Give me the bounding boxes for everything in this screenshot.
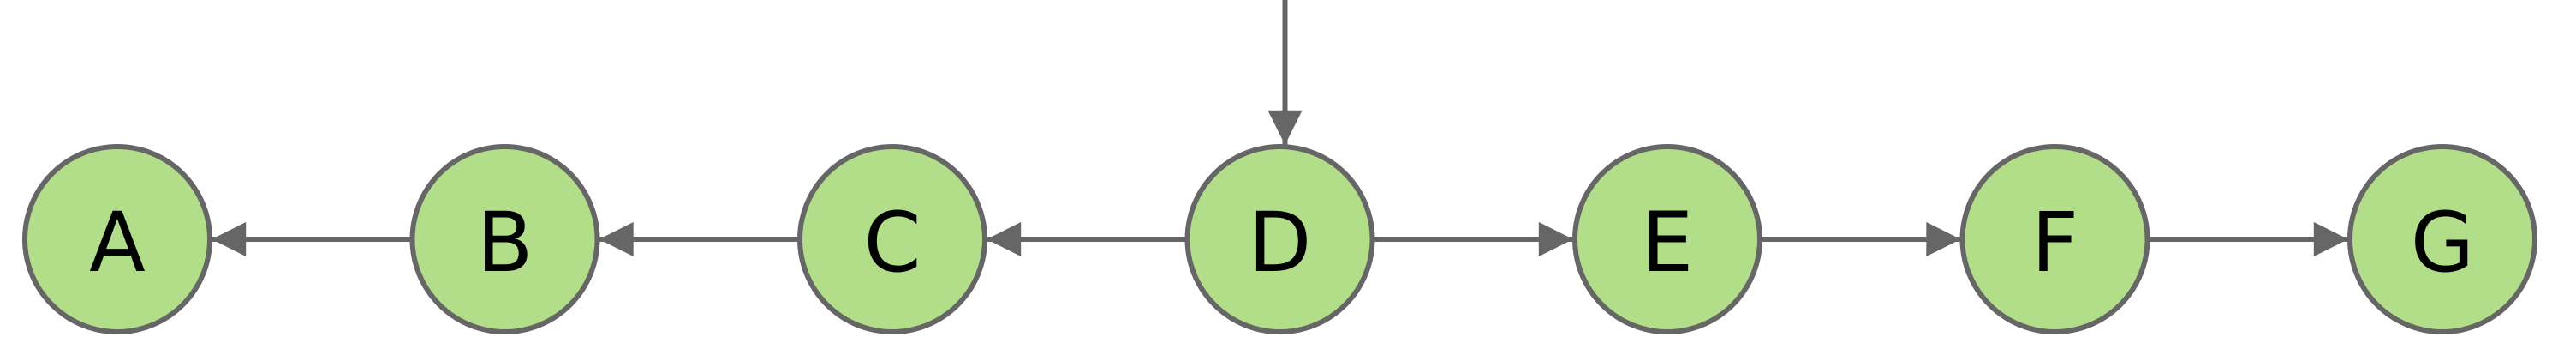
node-label: D xyxy=(1249,195,1312,291)
node-label: C xyxy=(863,195,921,291)
nodes-layer: A B C D E F G xyxy=(22,144,2537,334)
node-f: F xyxy=(1959,144,2150,334)
node-circle xyxy=(22,144,212,334)
node-label: B xyxy=(477,195,534,291)
node-label: F xyxy=(2031,195,2078,291)
node-circle xyxy=(1959,144,2150,334)
edges-layer xyxy=(212,0,2348,257)
node-a: A xyxy=(22,144,212,334)
node-e: E xyxy=(1572,144,1762,334)
node-circle xyxy=(1572,144,1762,334)
node-c: C xyxy=(797,144,987,334)
node-circle xyxy=(1184,144,1375,334)
node-g: G xyxy=(2347,144,2537,334)
node-label: A xyxy=(89,195,146,291)
node-circle xyxy=(797,144,987,334)
node-circle xyxy=(409,144,600,334)
node-circle xyxy=(2347,144,2537,334)
node-b: B xyxy=(409,144,600,334)
node-label: E xyxy=(1642,195,1694,291)
node-label: G xyxy=(2411,195,2474,291)
node-d: D xyxy=(1184,144,1375,334)
